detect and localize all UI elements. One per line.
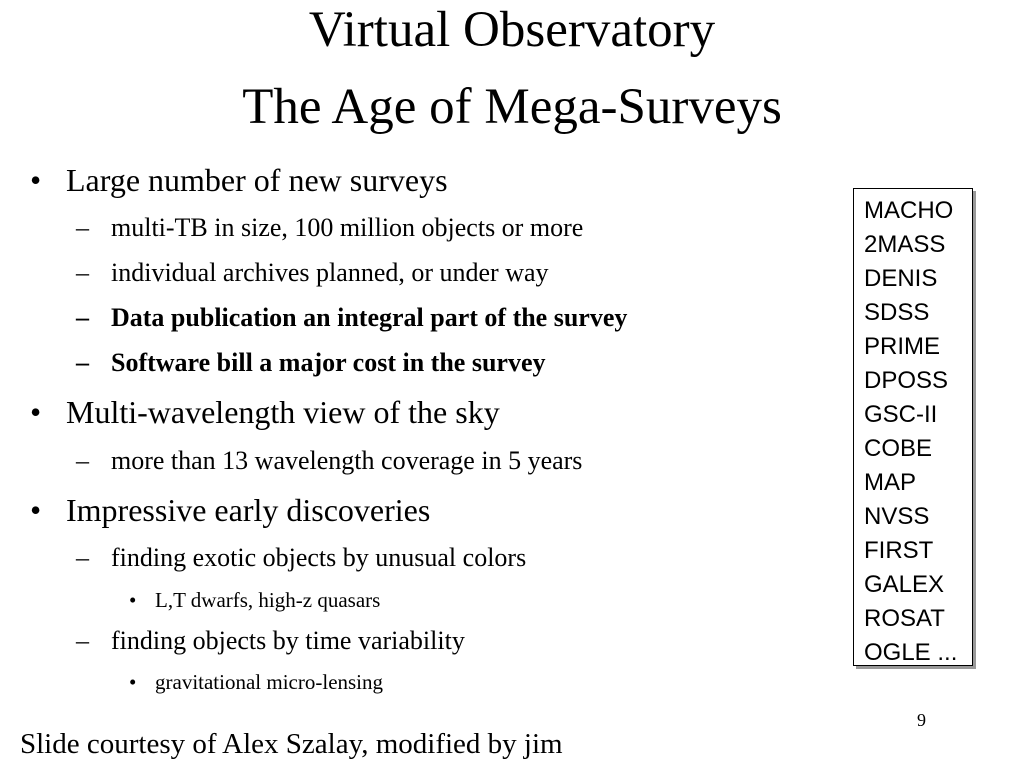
sub-sub-bullet-text: gravitational micro-lensing (155, 670, 384, 694)
dash-marker: – (76, 213, 89, 242)
sub-bullet-size: – multi-TB in size, 100 million objects … (76, 213, 584, 243)
bullet-multi-wavelength: • Multi-wavelength view of the sky (30, 394, 500, 430)
dash-marker: – (76, 543, 89, 572)
bullet-large-surveys: • Large number of new surveys (30, 162, 448, 198)
survey-item: SDSS (864, 299, 930, 326)
dash-marker: – (76, 626, 89, 655)
sub-bullet-text: finding exotic objects by unusual colors (111, 543, 527, 572)
survey-item: GSC-II (864, 401, 938, 428)
page-number: 9 (917, 710, 926, 730)
sub-bullet-text: multi-TB in size, 100 million objects or… (111, 213, 584, 242)
bullet-text: Large number of new surveys (66, 162, 448, 198)
dash-marker: – (76, 348, 89, 377)
footer-credit: Slide courtesy of Alex Szalay, modified … (20, 728, 563, 760)
sub-sub-bullet-dwarfs-quasars: • L,T dwarfs, high-z quasars (129, 588, 381, 612)
bullet-marker: • (30, 162, 42, 198)
sub-bullet-data-publication: – Data publication an integral part of t… (76, 303, 628, 333)
sub-bullet-unusual-colors: – finding exotic objects by unusual colo… (76, 543, 527, 573)
sub-bullet-text: finding objects by time variability (111, 626, 465, 655)
bullet-marker: • (30, 492, 42, 528)
survey-item: ROSAT (864, 605, 945, 632)
slide-title-line-2: The Age of Mega-Surveys (242, 79, 782, 135)
sub-bullet-text: Software bill a major cost in the survey (111, 348, 546, 377)
sub-bullet-archives: – individual archives planned, or under … (76, 258, 549, 288)
dash-marker: – (76, 303, 89, 332)
bullet-text: Multi-wavelength view of the sky (66, 394, 500, 430)
sub-bullet-text: individual archives planned, or under wa… (111, 258, 549, 287)
dash-marker: – (76, 446, 89, 475)
survey-item: GALEX (864, 571, 945, 598)
dash-marker: – (76, 258, 89, 287)
survey-item: FIRST (864, 537, 934, 564)
sub-sub-bullet-text: L,T dwarfs, high-z quasars (155, 588, 381, 612)
survey-item: NVSS (864, 503, 930, 530)
survey-item: PRIME (864, 333, 941, 360)
bullet-marker: • (30, 394, 42, 430)
bullet-early-discoveries: • Impressive early discoveries (30, 492, 431, 528)
survey-item: 2MASS (864, 231, 946, 258)
slide-title-line-1: Virtual Observatory (308, 2, 716, 58)
bullet-marker: • (129, 588, 137, 612)
sub-bullet-time-variability: – finding objects by time variability (76, 626, 465, 656)
sub-bullet-wavelength-coverage: – more than 13 wavelength coverage in 5 … (76, 446, 583, 476)
survey-item: COBE (864, 435, 933, 462)
sub-sub-bullet-micro-lensing: • gravitational micro-lensing (129, 670, 384, 694)
bullet-text: Impressive early discoveries (66, 492, 431, 528)
survey-item: MAP (864, 469, 917, 496)
bullet-marker: • (129, 670, 137, 694)
survey-item: MACHO (864, 197, 954, 224)
survey-item: DENIS (864, 265, 938, 292)
sub-bullet-text: more than 13 wavelength coverage in 5 ye… (111, 446, 583, 475)
survey-item: DPOSS (864, 367, 949, 394)
survey-item: OGLE ... (864, 639, 958, 666)
sub-bullet-text: Data publication an integral part of the… (111, 303, 628, 332)
sub-bullet-software-bill: – Software bill a major cost in the surv… (76, 348, 546, 378)
survey-list-box: MACHO 2MASS DENIS SDSS PRIME DPOSS GSC-I… (853, 188, 973, 666)
